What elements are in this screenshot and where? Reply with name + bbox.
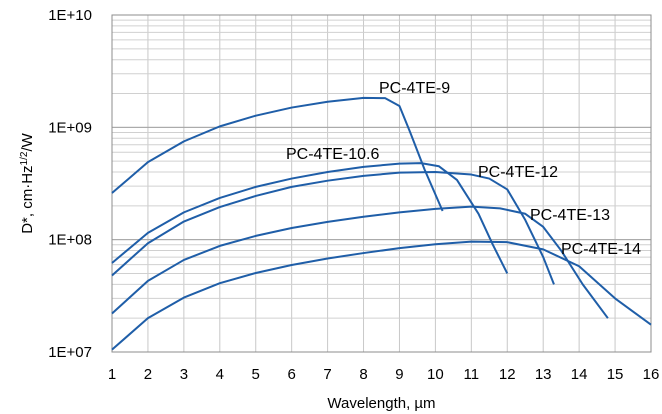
y-axis-title-superscript: 1/2 bbox=[19, 151, 30, 165]
series-line-3 bbox=[111, 171, 555, 285]
y-tick-label: 1E+09 bbox=[48, 119, 92, 136]
x-tick-label: 4 bbox=[216, 366, 224, 383]
y-tick-label: 1E+07 bbox=[48, 344, 92, 361]
x-tick-label: 11 bbox=[464, 366, 480, 383]
x-tick-label: 1 bbox=[108, 366, 116, 383]
x-tick-label: 16 bbox=[643, 366, 660, 383]
y-tick-label: 1E+08 bbox=[48, 232, 92, 249]
x-tick-label: 7 bbox=[323, 366, 331, 383]
x-tick-label: 6 bbox=[287, 366, 295, 383]
series-label-3: PC-4TE-12 bbox=[478, 164, 558, 181]
y-axis-title-main: D*, cm·Hz bbox=[19, 165, 36, 233]
x-tick-label: 12 bbox=[499, 366, 516, 383]
series-line-2 bbox=[111, 162, 509, 274]
x-axis-title: Wavelength, µm bbox=[327, 395, 435, 412]
series-line-4 bbox=[111, 205, 609, 319]
series-label-2: PC-4TE-10.6 bbox=[286, 146, 379, 163]
x-tick-label: 14 bbox=[571, 366, 588, 383]
x-tick-label: 10 bbox=[427, 366, 444, 383]
grid bbox=[111, 14, 652, 353]
y-axis-title-unit: /W bbox=[19, 132, 36, 151]
x-tick-label: 3 bbox=[180, 366, 188, 383]
y-axis-ticks: 1E+07 1E+08 1E+09 1E+10 bbox=[48, 7, 92, 361]
x-tick-label: 8 bbox=[359, 366, 367, 383]
x-tick-label: 15 bbox=[607, 366, 624, 383]
x-tick-label: 13 bbox=[535, 366, 552, 383]
series-labels: PC-4TE-9 PC-4TE-10.6 PC-4TE-12 PC-4TE-13 PC-… bbox=[286, 80, 641, 258]
series-label-1: PC-4TE-9 bbox=[379, 80, 450, 97]
x-axis-ticks: 1 2 3 4 5 6 7 8 9 10 11 12 13 14 15 16 bbox=[108, 366, 660, 383]
x-tick-label: 9 bbox=[395, 366, 403, 383]
plot-frame bbox=[111, 14, 652, 353]
y-axis-title: D*, cm·Hz1/2/W bbox=[19, 132, 37, 233]
x-tick-label: 5 bbox=[252, 366, 260, 383]
x-tick-label: 2 bbox=[144, 366, 152, 383]
series-label-4: PC-4TE-13 bbox=[530, 207, 610, 224]
series-line-5 bbox=[111, 240, 652, 351]
series-line-1 bbox=[111, 96, 444, 212]
series-label-5: PC-4TE-14 bbox=[561, 241, 641, 258]
series-layer bbox=[111, 96, 652, 351]
y-tick-label: 1E+10 bbox=[48, 7, 92, 24]
